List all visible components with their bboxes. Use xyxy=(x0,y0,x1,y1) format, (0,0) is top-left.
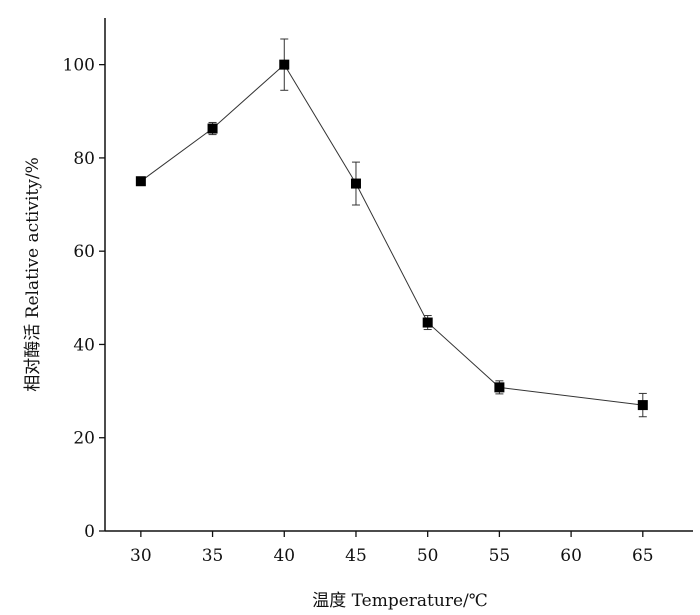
data-point xyxy=(494,382,505,393)
y-tick-label: 60 xyxy=(73,242,95,262)
tick-group: 0 20 40 60 80 100 30 35 40 45 50 55 60 65 xyxy=(63,56,654,566)
x-tick-label: 45 xyxy=(345,546,367,566)
axes xyxy=(104,18,693,532)
y-tick-label: 0 xyxy=(84,522,95,542)
y-tick-label: 80 xyxy=(73,149,95,169)
data-point xyxy=(422,317,433,328)
y-tick-label: 20 xyxy=(73,429,95,449)
data-point xyxy=(207,123,218,134)
y-tick-label: 40 xyxy=(73,335,95,355)
y-axis-title: 相对酶活 Relative activity/% xyxy=(23,157,43,391)
x-tick-label: 60 xyxy=(560,546,582,566)
data-point xyxy=(350,178,361,189)
x-tick-label: 40 xyxy=(273,546,295,566)
y-tick-label: 100 xyxy=(63,56,95,76)
x-tick-label: 35 xyxy=(202,546,224,566)
series-group xyxy=(135,38,648,418)
x-tick-label: 65 xyxy=(632,546,654,566)
x-axis-title: 温度 Temperature/℃ xyxy=(312,591,488,611)
data-point xyxy=(135,176,146,187)
series-line xyxy=(140,63,643,406)
x-tick-label: 50 xyxy=(417,546,439,566)
x-tick-label: 55 xyxy=(489,546,511,566)
data-point xyxy=(279,59,290,70)
data-point xyxy=(637,400,648,411)
x-tick-label: 30 xyxy=(130,546,152,566)
